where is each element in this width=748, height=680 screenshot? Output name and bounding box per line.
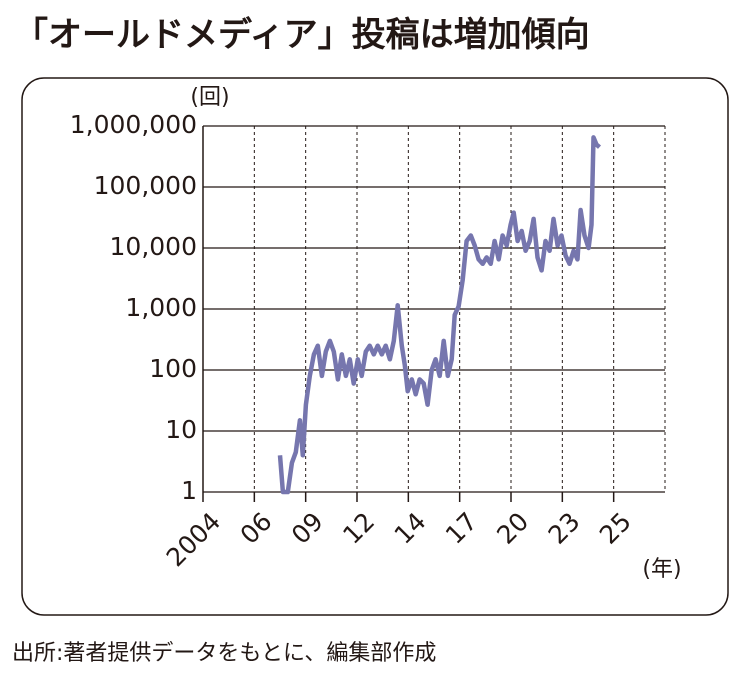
x-tick-label: 14 (389, 507, 432, 550)
chart-frame (21, 77, 729, 616)
y-tick-label: 10 (165, 415, 197, 444)
data-line (277, 135, 602, 495)
y-unit: (回) (190, 85, 229, 110)
source: 出所:著者提供データをもとに、編集部作成 (12, 641, 436, 666)
x-tick-label: 06 (235, 507, 278, 550)
x-tick-label: 20 (491, 507, 534, 550)
y-tick-label: 100,000 (94, 171, 197, 200)
chart-title: 「オールドメディア」投稿は増加傾向 (14, 15, 590, 55)
x-tick-label: 25 (594, 507, 637, 550)
x-tick-label: 17 (440, 507, 483, 550)
x-unit: (年) (642, 557, 681, 582)
y-tick-label: 1,000,000 (70, 110, 197, 139)
x-tick-label: 2004 (161, 507, 226, 572)
y-tick-label: 1 (181, 476, 197, 505)
x-tick-label: 12 (337, 507, 380, 550)
x-tick-label: 09 (286, 507, 329, 550)
y-tick-label: 1,000 (125, 293, 197, 322)
y-tick-label: 10,000 (110, 232, 197, 261)
y-tick-label: 100 (149, 354, 197, 383)
x-tick-label: 23 (543, 507, 586, 550)
